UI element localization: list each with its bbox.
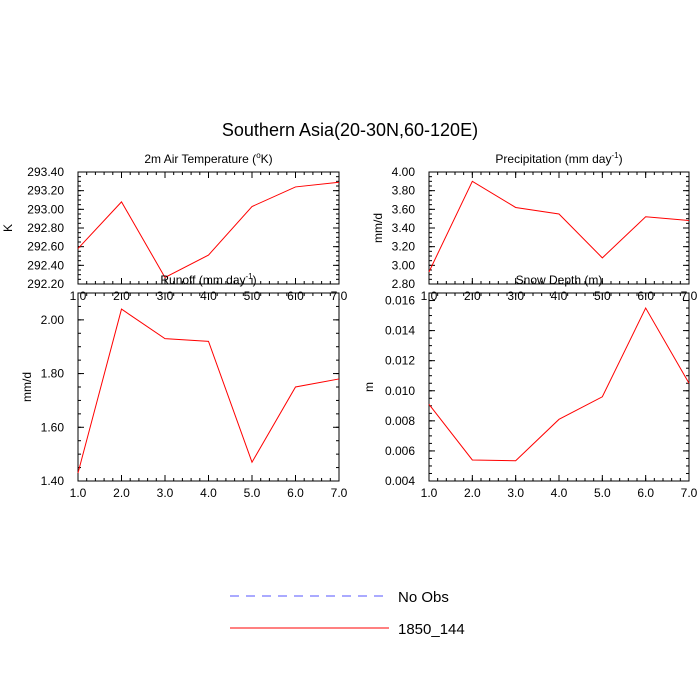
- legend-item: 1850_144: [230, 621, 465, 638]
- y-tick-label: 292.80: [27, 221, 64, 235]
- panel-title: 2m Air Temperature (oK): [144, 151, 272, 166]
- y-tick-label: 3.20: [392, 240, 416, 254]
- panel-title: Precipitation (mm day-1): [495, 151, 622, 166]
- y-tick-label: 293.00: [27, 202, 64, 216]
- y-tick-label: 1.80: [41, 367, 65, 381]
- panel-title-main: Precipitation (mm day: [495, 152, 611, 166]
- x-tick-label: 3.0: [157, 486, 174, 500]
- x-tick-label: 4.0: [200, 486, 217, 500]
- panel-title-superscript: o: [256, 151, 261, 160]
- x-tick-label: 3.0: [507, 486, 524, 500]
- series-line: [428, 306, 690, 462]
- plot-frame: [428, 292, 690, 482]
- y-tick-label: 0.006: [385, 444, 415, 458]
- x-tick-label: 5.0: [244, 486, 261, 500]
- x-tick-label: 1.0: [421, 486, 438, 500]
- series-line: [77, 308, 340, 474]
- series-line: [428, 180, 690, 273]
- plot-frame: [77, 292, 340, 482]
- panel-title-end: K): [261, 152, 273, 166]
- x-tick-label: 1.0: [70, 486, 87, 500]
- legend-label: 1850_144: [398, 621, 465, 638]
- y-axis-label: mm/d: [20, 372, 34, 402]
- legend-label: No Obs: [398, 589, 449, 606]
- y-tick-label: 293.20: [27, 184, 64, 198]
- x-tick-label: 7.0: [681, 486, 698, 500]
- x-tick-label: 6.0: [287, 486, 304, 500]
- y-tick-label: 0.010: [385, 384, 415, 398]
- y-tick-label: 292.20: [27, 277, 64, 291]
- y-tick-label: 3.00: [392, 258, 416, 272]
- y-tick-label: 1.40: [41, 474, 65, 488]
- legend-item: No Obs: [230, 589, 449, 606]
- y-tick-label: 3.40: [392, 221, 416, 235]
- y-tick-label: 0.016: [385, 294, 415, 308]
- y-tick-label: 0.008: [385, 414, 415, 428]
- figure-title: Southern Asia(20-30N,60-120E): [222, 120, 478, 140]
- y-tick-label: 3.80: [392, 184, 416, 198]
- y-tick-label: 0.014: [385, 324, 415, 338]
- legend: No Obs 1850_144: [230, 589, 465, 638]
- y-axis-label: K: [1, 224, 15, 232]
- x-tick-label: 5.0: [594, 486, 611, 500]
- x-tick-label: 6.0: [637, 486, 654, 500]
- y-tick-label: 0.012: [385, 354, 415, 368]
- y-tick-label: 292.60: [27, 240, 64, 254]
- y-tick-label: 2.00: [41, 313, 65, 327]
- plot-frame: [428, 171, 690, 285]
- y-axis-label: m: [362, 382, 376, 392]
- panel-title-main: 2m Air Temperature (: [144, 152, 256, 166]
- y-tick-label: 4.00: [392, 165, 416, 179]
- panel-title: Snow Depth (m): [516, 273, 603, 287]
- y-tick-label: 1.60: [41, 420, 65, 434]
- panel-title-main: Snow Depth (m): [516, 273, 603, 287]
- panel-title: Runoff (mm day-1): [160, 272, 256, 287]
- panel-3: 1.0 2.0 3.0 4.0 5.0 6.0 7.0 1.40 1.60 1.80 2.00 Run…: [20, 272, 348, 500]
- panel-title-end: ): [253, 273, 257, 287]
- y-tick-label: 293.40: [27, 165, 64, 179]
- panel-title-superscript: -1: [246, 272, 254, 281]
- y-tick-label: 2.80: [392, 277, 416, 291]
- plot-frame: [77, 171, 340, 285]
- panel-title-superscript: -1: [611, 151, 619, 160]
- x-tick-label: 7.0: [331, 486, 348, 500]
- y-tick-label: 0.004: [385, 474, 415, 488]
- panel-title-main: Runoff (mm day: [160, 273, 245, 287]
- y-axis-label: mm/d: [371, 213, 385, 243]
- y-tick-label: 3.60: [392, 202, 416, 216]
- series-line: [77, 181, 340, 279]
- x-tick-label: 2.0: [113, 486, 130, 500]
- panel-4: 1.0 2.0 3.0 4.0 5.0 6.0 7.0 0.004 0.006 0.008 0.01…: [362, 273, 698, 500]
- chart-panels: 1.0 2.0 3.0 4.0 5.0 6.0 7.0 292.20 292.40 292.60 2…: [1, 151, 698, 500]
- y-tick-label: 292.40: [27, 258, 64, 272]
- x-tick-label: 2.0: [464, 486, 481, 500]
- x-tick-label: 4.0: [551, 486, 568, 500]
- panel-title-end: ): [619, 152, 623, 166]
